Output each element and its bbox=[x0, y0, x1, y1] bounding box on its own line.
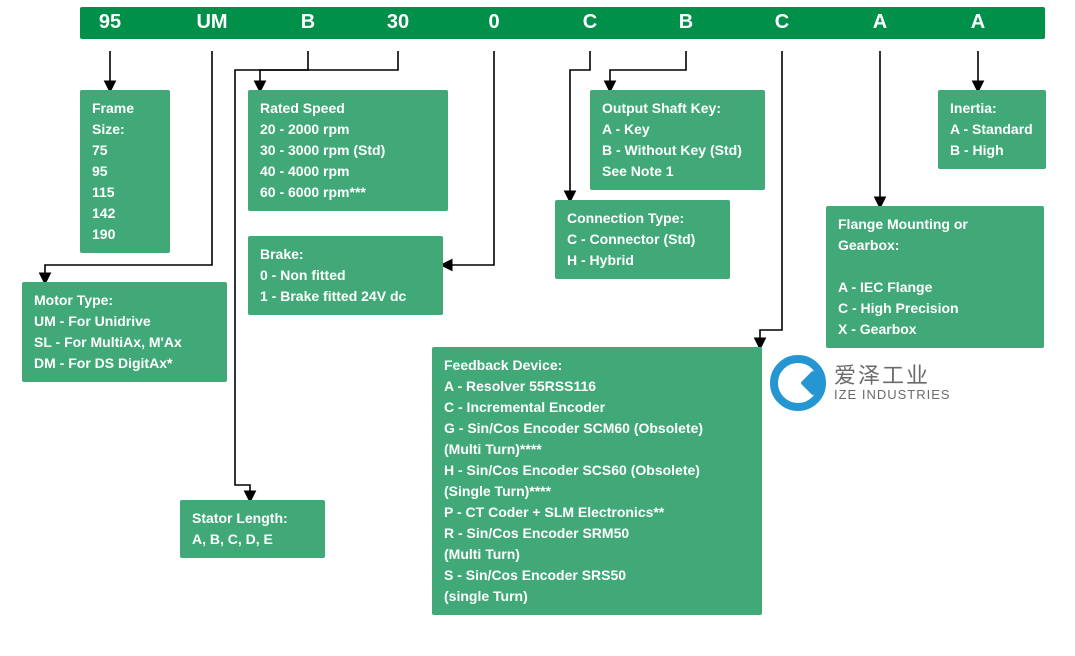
tick bbox=[257, 39, 259, 51]
tick bbox=[447, 39, 449, 51]
box-feedback: Feedback Device: A - Resolver 55RSS116 C… bbox=[432, 347, 762, 615]
box-rated-speed: Rated Speed 20 - 2000 rpm 30 - 3000 rpm … bbox=[248, 90, 448, 211]
logo-text-en: IZE INDUSTRIES bbox=[834, 388, 951, 402]
tick bbox=[927, 39, 929, 51]
tick bbox=[733, 39, 735, 51]
tick bbox=[637, 39, 639, 51]
box-connection: Connection Type: C - Connector (Std) H -… bbox=[555, 200, 730, 279]
watermark-logo: 爱泽工业 IZE INDUSTRIES bbox=[770, 355, 951, 411]
hdr-b2: B bbox=[679, 11, 693, 34]
hdr-30: 30 bbox=[387, 11, 409, 34]
tick bbox=[158, 39, 160, 51]
box-inertia: Inertia: A - Standard B - High bbox=[938, 90, 1046, 169]
tick bbox=[539, 39, 541, 51]
box-brake: Brake: 0 - Non fitted 1 - Brake fitted 2… bbox=[248, 236, 443, 315]
hdr-95: 95 bbox=[99, 11, 121, 34]
tick bbox=[1044, 39, 1046, 51]
hdr-um: UM bbox=[196, 11, 227, 34]
box-flange: Flange Mounting or Gearbox: A - IEC Flan… bbox=[826, 206, 1044, 348]
logo-text-cn: 爱泽工业 bbox=[834, 364, 951, 388]
tick bbox=[831, 39, 833, 51]
logo-icon bbox=[770, 355, 826, 411]
tick bbox=[353, 39, 355, 51]
hdr-a1: A bbox=[873, 11, 887, 34]
box-stator: Stator Length: A, B, C, D, E bbox=[180, 500, 325, 558]
hdr-a2: A bbox=[971, 11, 985, 34]
hdr-c2: C bbox=[775, 11, 789, 34]
box-motor-type: Motor Type: UM - For Unidrive SL - For M… bbox=[22, 282, 227, 382]
box-frame-size: Frame Size: 75 95 115 142 190 bbox=[80, 90, 170, 253]
tick bbox=[79, 39, 81, 51]
hdr-c1: C bbox=[583, 11, 597, 34]
hdr-b1: B bbox=[301, 11, 315, 34]
hdr-0: 0 bbox=[488, 11, 499, 34]
box-output-shaft: Output Shaft Key: A - Key B - Without Ke… bbox=[590, 90, 765, 190]
